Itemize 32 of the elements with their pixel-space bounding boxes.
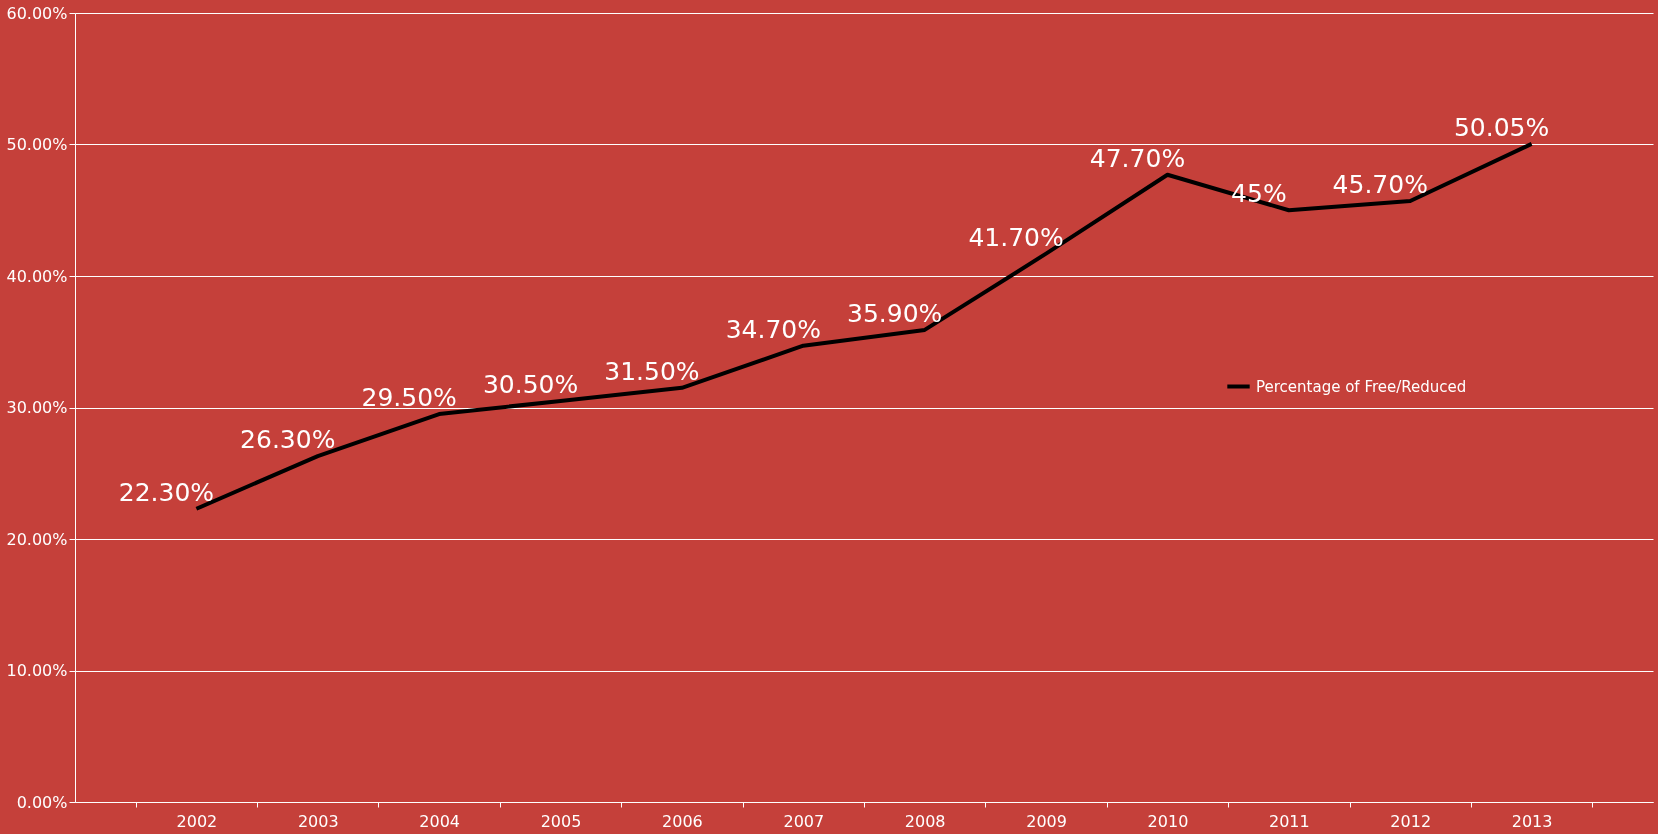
data-label: 22.30% bbox=[118, 477, 215, 507]
x-tick-label: 2013 bbox=[1511, 811, 1553, 831]
data-label: 35.90% bbox=[847, 298, 943, 328]
x-tick-label: 2006 bbox=[662, 811, 703, 831]
x-tick-label: 2010 bbox=[1147, 811, 1189, 831]
data-label: 50.05% bbox=[1453, 112, 1550, 142]
data-label: 34.70% bbox=[725, 314, 821, 344]
x-tick-label: 2008 bbox=[904, 811, 946, 831]
y-tick-label: 20.00% bbox=[6, 529, 68, 549]
y-tick-label: 50.00% bbox=[6, 135, 68, 154]
data-label: 30.50% bbox=[482, 369, 579, 399]
data-label: 47.70% bbox=[1089, 143, 1186, 173]
legend-label: Percentage of Free/Reduced bbox=[1256, 377, 1467, 396]
x-tick-label: 2003 bbox=[297, 811, 339, 831]
x-tick-label: 2005 bbox=[540, 811, 582, 831]
y-tick-label: 30.00% bbox=[6, 398, 68, 417]
y-tick-label: 60.00% bbox=[6, 3, 68, 23]
x-tick-label: 2011 bbox=[1268, 811, 1310, 831]
data-label: 41.70% bbox=[968, 222, 1064, 252]
y-tick-label: 40.00% bbox=[6, 266, 68, 286]
y-tick-label: 0.00% bbox=[16, 792, 68, 812]
data-label: 26.30% bbox=[240, 425, 336, 455]
y-tick-label: 10.00% bbox=[6, 661, 68, 680]
data-label: 29.50% bbox=[361, 383, 457, 413]
x-tick-label: 2004 bbox=[419, 811, 461, 831]
x-tick-label: 2012 bbox=[1390, 811, 1432, 831]
x-tick-label: 2002 bbox=[176, 811, 218, 831]
x-tick-label: 2007 bbox=[783, 811, 825, 831]
data-label: 45% bbox=[1231, 179, 1287, 209]
data-label: 45.70% bbox=[1332, 170, 1428, 200]
x-tick-label: 2009 bbox=[1026, 811, 1067, 831]
data-label: 31.50% bbox=[604, 356, 700, 386]
